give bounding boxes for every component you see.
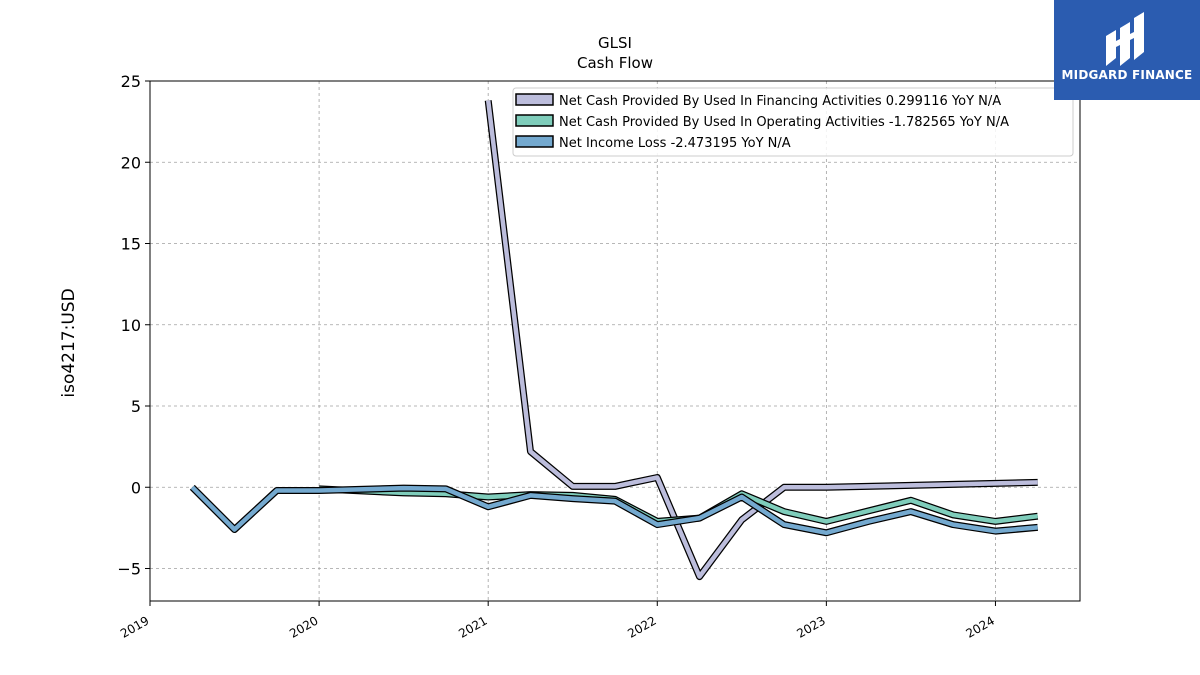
y-tick-label: 15 — [121, 235, 141, 254]
logo-mark-icon — [1106, 12, 1144, 66]
legend: Net Cash Provided By Used In Financing A… — [512, 87, 1074, 157]
y-axis-label: iso4217:USD — [59, 288, 79, 397]
legend-swatch — [515, 93, 554, 106]
chart-title: GLSI — [598, 34, 632, 52]
chart-subtitle: Cash Flow — [577, 54, 653, 72]
x-tick-label: 2023 — [794, 613, 827, 640]
y-tick-label: 0 — [131, 478, 141, 497]
series-line-2 — [190, 485, 1038, 536]
logo-text: MIDGARD FINANCE — [1061, 68, 1193, 82]
y-tick-label: 5 — [131, 397, 141, 416]
x-tick-label: 2021 — [456, 613, 489, 640]
legend-label: Net Cash Provided By Used In Operating A… — [559, 115, 1009, 130]
series-line-0 — [485, 100, 1038, 579]
y-tick-label: 10 — [121, 316, 141, 335]
legend-label: Net Income Loss -2.473195 YoY N/A — [559, 136, 791, 151]
x-tick-label: 2019 — [118, 613, 151, 640]
legend-swatch — [515, 114, 554, 127]
x-tick-label: 2022 — [625, 613, 658, 640]
legend-swatch — [515, 135, 554, 148]
axis-ticks: −5 0 5 10 15 20 25 2019 2020 2021 2022 2023 2024 — [117, 72, 997, 641]
y-tick-label: −5 — [117, 560, 141, 579]
series-lines — [189, 100, 1039, 581]
x-tick-label: 2020 — [287, 613, 320, 640]
midgard-finance-logo: MIDGARD FINANCE — [1054, 0, 1200, 100]
legend-label: Net Cash Provided By Used In Financing A… — [559, 94, 1001, 109]
x-tick-label: 2024 — [964, 613, 997, 640]
legend-box — [512, 87, 1074, 157]
y-tick-label: 20 — [121, 153, 141, 172]
y-tick-label: 25 — [121, 72, 141, 91]
plot-frame — [149, 80, 1081, 602]
